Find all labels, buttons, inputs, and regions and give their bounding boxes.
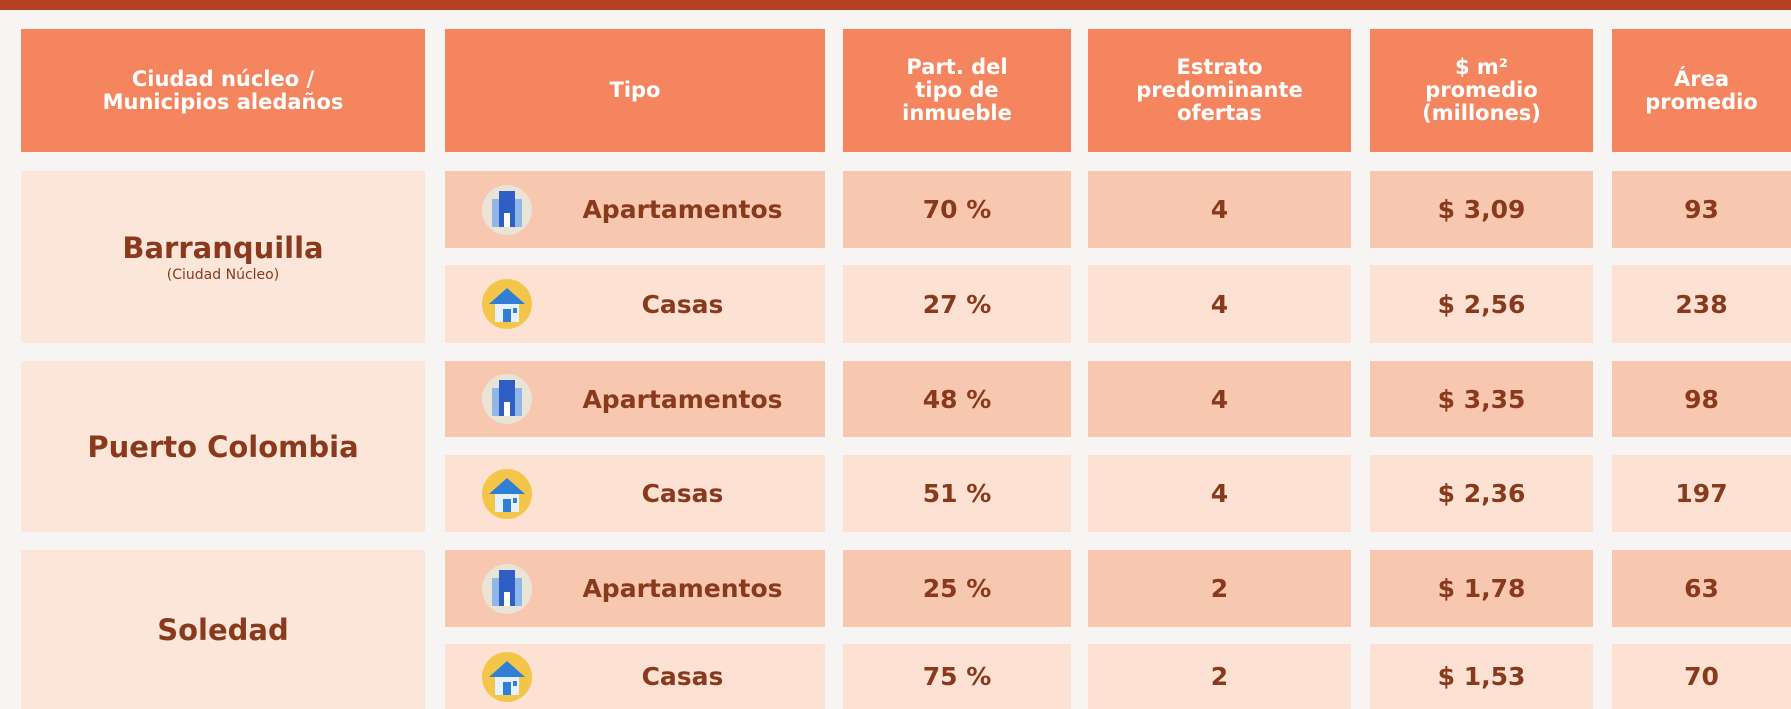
tipo-text: Apartamentos	[582, 384, 783, 414]
estrato-text: 2	[1210, 574, 1229, 603]
city-name: Soledad	[157, 612, 289, 647]
area-text: 238	[1675, 289, 1728, 319]
header-text: $ m²	[1454, 55, 1508, 79]
estrato-cell: 2	[1088, 644, 1351, 709]
header-text: ofertas	[1177, 101, 1262, 125]
area-text: 70	[1684, 662, 1719, 691]
city-name: Puerto Colombia	[87, 429, 359, 464]
part-text: 25 %	[922, 574, 992, 603]
precio-text: $ 3,09	[1437, 195, 1526, 224]
precio-cell: $ 1,53	[1370, 644, 1593, 709]
area-text: 63	[1684, 574, 1719, 603]
precio-text: $ 3,35	[1437, 384, 1526, 414]
area-cell: 93	[1612, 171, 1791, 248]
header-text: Tipo	[609, 78, 661, 102]
header-text: promedio	[1645, 89, 1758, 114]
header-text: Part. del	[906, 55, 1008, 79]
tipo-text: Casas	[641, 289, 724, 319]
tipo-text: Casas	[641, 662, 724, 691]
part-cell: 51 %	[843, 455, 1071, 532]
part-text: 75 %	[922, 662, 992, 691]
header-text: inmueble	[902, 101, 1012, 125]
estrato-text: 2	[1210, 662, 1229, 691]
header-text: tipo de	[915, 78, 999, 102]
estrato-cell: 2	[1088, 550, 1351, 627]
header-cell: $ m² promedio (millones)	[1370, 29, 1593, 152]
area-cell: 98	[1612, 361, 1791, 437]
apartment-icon	[482, 184, 532, 235]
header-cell: Estrato predominante ofertas	[1088, 29, 1351, 152]
part-cell: 75 %	[843, 644, 1071, 709]
header-cell: Área promedio	[1612, 29, 1791, 152]
header-text: Ciudad núcleo /	[131, 66, 315, 91]
house-icon	[482, 279, 532, 329]
area-cell: 197	[1612, 455, 1791, 532]
tipo-text: Apartamentos	[582, 195, 783, 224]
tipo-text: Apartamentos	[582, 574, 783, 603]
estrato-text: 4	[1210, 195, 1229, 224]
area-cell: 70	[1612, 644, 1791, 709]
precio-cell: $ 2,56	[1370, 265, 1593, 343]
precio-text: $ 2,56	[1437, 289, 1526, 319]
city-name: Barranquilla	[122, 231, 324, 265]
tipo-cell: Apartamentos	[445, 361, 825, 437]
house-icon	[482, 651, 532, 702]
part-cell: 27 %	[843, 265, 1071, 343]
estrato-cell: 4	[1088, 265, 1351, 343]
precio-cell: $ 2,36	[1370, 455, 1593, 532]
estrato-cell: 4	[1088, 455, 1351, 532]
header-text: Área	[1673, 66, 1730, 91]
city-note: (Ciudad Núcleo)	[166, 267, 280, 283]
precio-text: $ 1,78	[1437, 574, 1526, 603]
part-text: 70 %	[922, 195, 992, 224]
estrato-text: 4	[1210, 384, 1229, 414]
header-cell: Tipo	[445, 29, 825, 152]
precio-text: $ 2,36	[1437, 479, 1526, 508]
header-text: Estrato	[1176, 55, 1263, 79]
part-cell: 70 %	[843, 171, 1071, 248]
precio-cell: $ 1,78	[1370, 550, 1593, 627]
apartment-icon	[482, 563, 532, 614]
header-text: predominante	[1136, 78, 1303, 102]
precio-text: $ 1,53	[1437, 662, 1526, 691]
city-cell: Soledad	[21, 550, 425, 709]
part-cell: 25 %	[843, 550, 1071, 627]
estrato-text: 4	[1210, 289, 1229, 319]
part-text: 48 %	[922, 384, 992, 414]
header-cell: Ciudad núcleo / Municipios aledaños	[21, 29, 425, 152]
precio-cell: $ 3,09	[1370, 171, 1593, 248]
part-cell: 48 %	[843, 361, 1071, 437]
estrato-text: 4	[1210, 479, 1229, 508]
tipo-text: Casas	[641, 479, 724, 508]
header-text: promedio	[1425, 78, 1538, 102]
house-icon	[482, 468, 532, 519]
header-text: Municipios aledaños	[102, 89, 344, 114]
city-cell: Barranquilla (Ciudad Núcleo)	[21, 171, 425, 343]
part-text: 51 %	[922, 479, 992, 508]
area-text: 98	[1684, 384, 1719, 414]
estrato-cell: 4	[1088, 361, 1351, 437]
area-text: 197	[1675, 479, 1728, 508]
area-cell: 238	[1612, 265, 1791, 343]
top-bar	[0, 0, 1791, 10]
city-cell: Puerto Colombia	[21, 361, 425, 532]
apartment-icon	[482, 374, 532, 424]
header-text: (millones)	[1422, 101, 1541, 125]
area-cell: 63	[1612, 550, 1791, 627]
precio-cell: $ 3,35	[1370, 361, 1593, 437]
tipo-cell: Casas	[445, 265, 825, 343]
part-text: 27 %	[922, 289, 992, 319]
area-text: 93	[1684, 195, 1719, 224]
header-cell: Part. del tipo de inmueble	[843, 29, 1071, 152]
estrato-cell: 4	[1088, 171, 1351, 248]
